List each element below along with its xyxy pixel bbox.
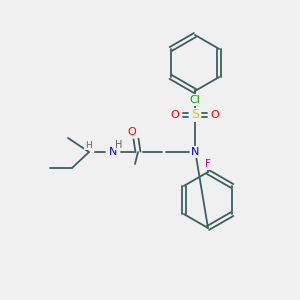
Text: O: O: [211, 110, 219, 120]
Text: O: O: [128, 127, 136, 137]
Text: O: O: [171, 110, 179, 120]
Text: N: N: [191, 147, 199, 157]
Text: F: F: [205, 159, 211, 169]
Text: N: N: [109, 147, 117, 157]
Text: H: H: [85, 140, 92, 149]
Text: Cl: Cl: [190, 95, 200, 105]
Text: H: H: [115, 140, 123, 150]
Text: S: S: [191, 109, 199, 122]
